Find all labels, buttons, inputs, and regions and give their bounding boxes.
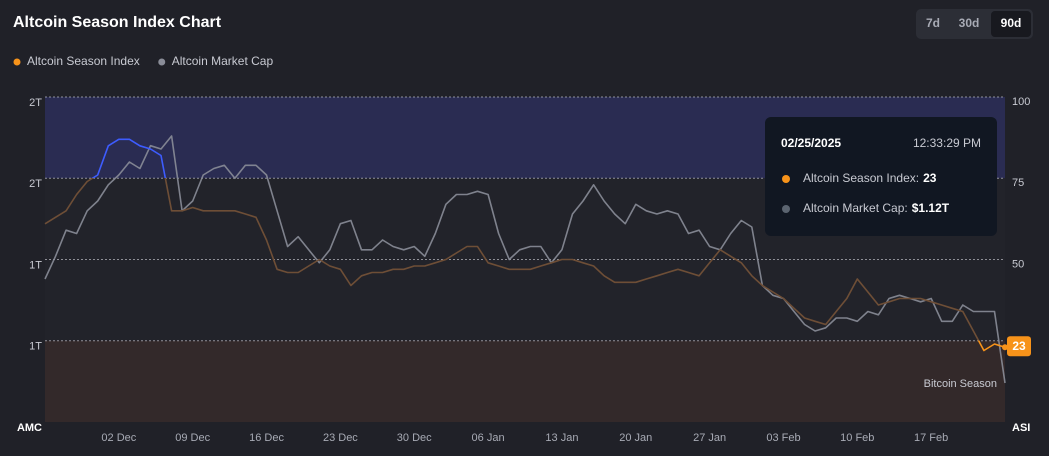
y-tick-label: 1T [29,341,42,353]
y2-tick-label: 75 [1012,177,1024,189]
range-button[interactable]: 7d [926,16,940,30]
x-tick-label: 02 Dec [101,432,136,444]
series-line [44,135,1006,384]
range-button[interactable]: 90d [1001,16,1022,30]
x-tick-label: 09 Dec [175,432,210,444]
legend-dot [158,58,166,66]
chart-title: Altcoin Season Index Chart [13,14,222,31]
x-tick-label: 13 Jan [545,432,578,444]
tooltip-value: $1.12T [912,201,950,215]
y2-tick-label: 100 [1012,96,1030,108]
tooltip-dot [782,175,790,183]
tooltip-dot [782,205,790,213]
series-line [44,138,1006,352]
tooltip-time: 12:33:29 PM [913,136,981,150]
x-tick-label: 06 Jan [472,432,505,444]
x-tick-label: 30 Dec [397,432,432,444]
end-badge [1007,336,1031,357]
tooltip-label: Altcoin Market Cap: [803,201,908,215]
legend-dot [13,58,21,66]
zone-band [45,340,1005,422]
range-button[interactable]: 30d [959,16,980,30]
x-tick-label: 23 Dec [323,432,358,444]
y-axis-label: AMC [17,422,42,434]
tooltip-value: 23 [923,171,937,185]
x-tick-label: 10 Feb [840,432,874,444]
end-point [1002,344,1008,351]
tooltip-label: Altcoin Season Index: [803,171,919,185]
x-tick-label: 27 Jan [693,432,726,444]
y-tick-label: 2T [29,178,42,190]
legend-label: Altcoin Season Index [27,54,140,68]
y-tick-label: 1T [29,259,42,271]
x-tick-label: 16 Dec [249,432,284,444]
zone-label: Bitcoin Season [924,378,997,390]
x-tick-label: 20 Jan [619,432,652,444]
tooltip-box [765,117,997,236]
y2-axis-label: ASI [1012,422,1030,434]
y2-tick-label: 50 [1012,258,1024,270]
end-badge-label: 23 [1012,339,1026,353]
y-tick-label: 2T [29,97,42,109]
range-button-active [991,11,1031,37]
legend-label: Altcoin Market Cap [172,54,274,68]
x-tick-label: 03 Feb [766,432,800,444]
tooltip-date: 02/25/2025 [781,136,841,150]
x-tick-label: 17 Feb [914,432,948,444]
